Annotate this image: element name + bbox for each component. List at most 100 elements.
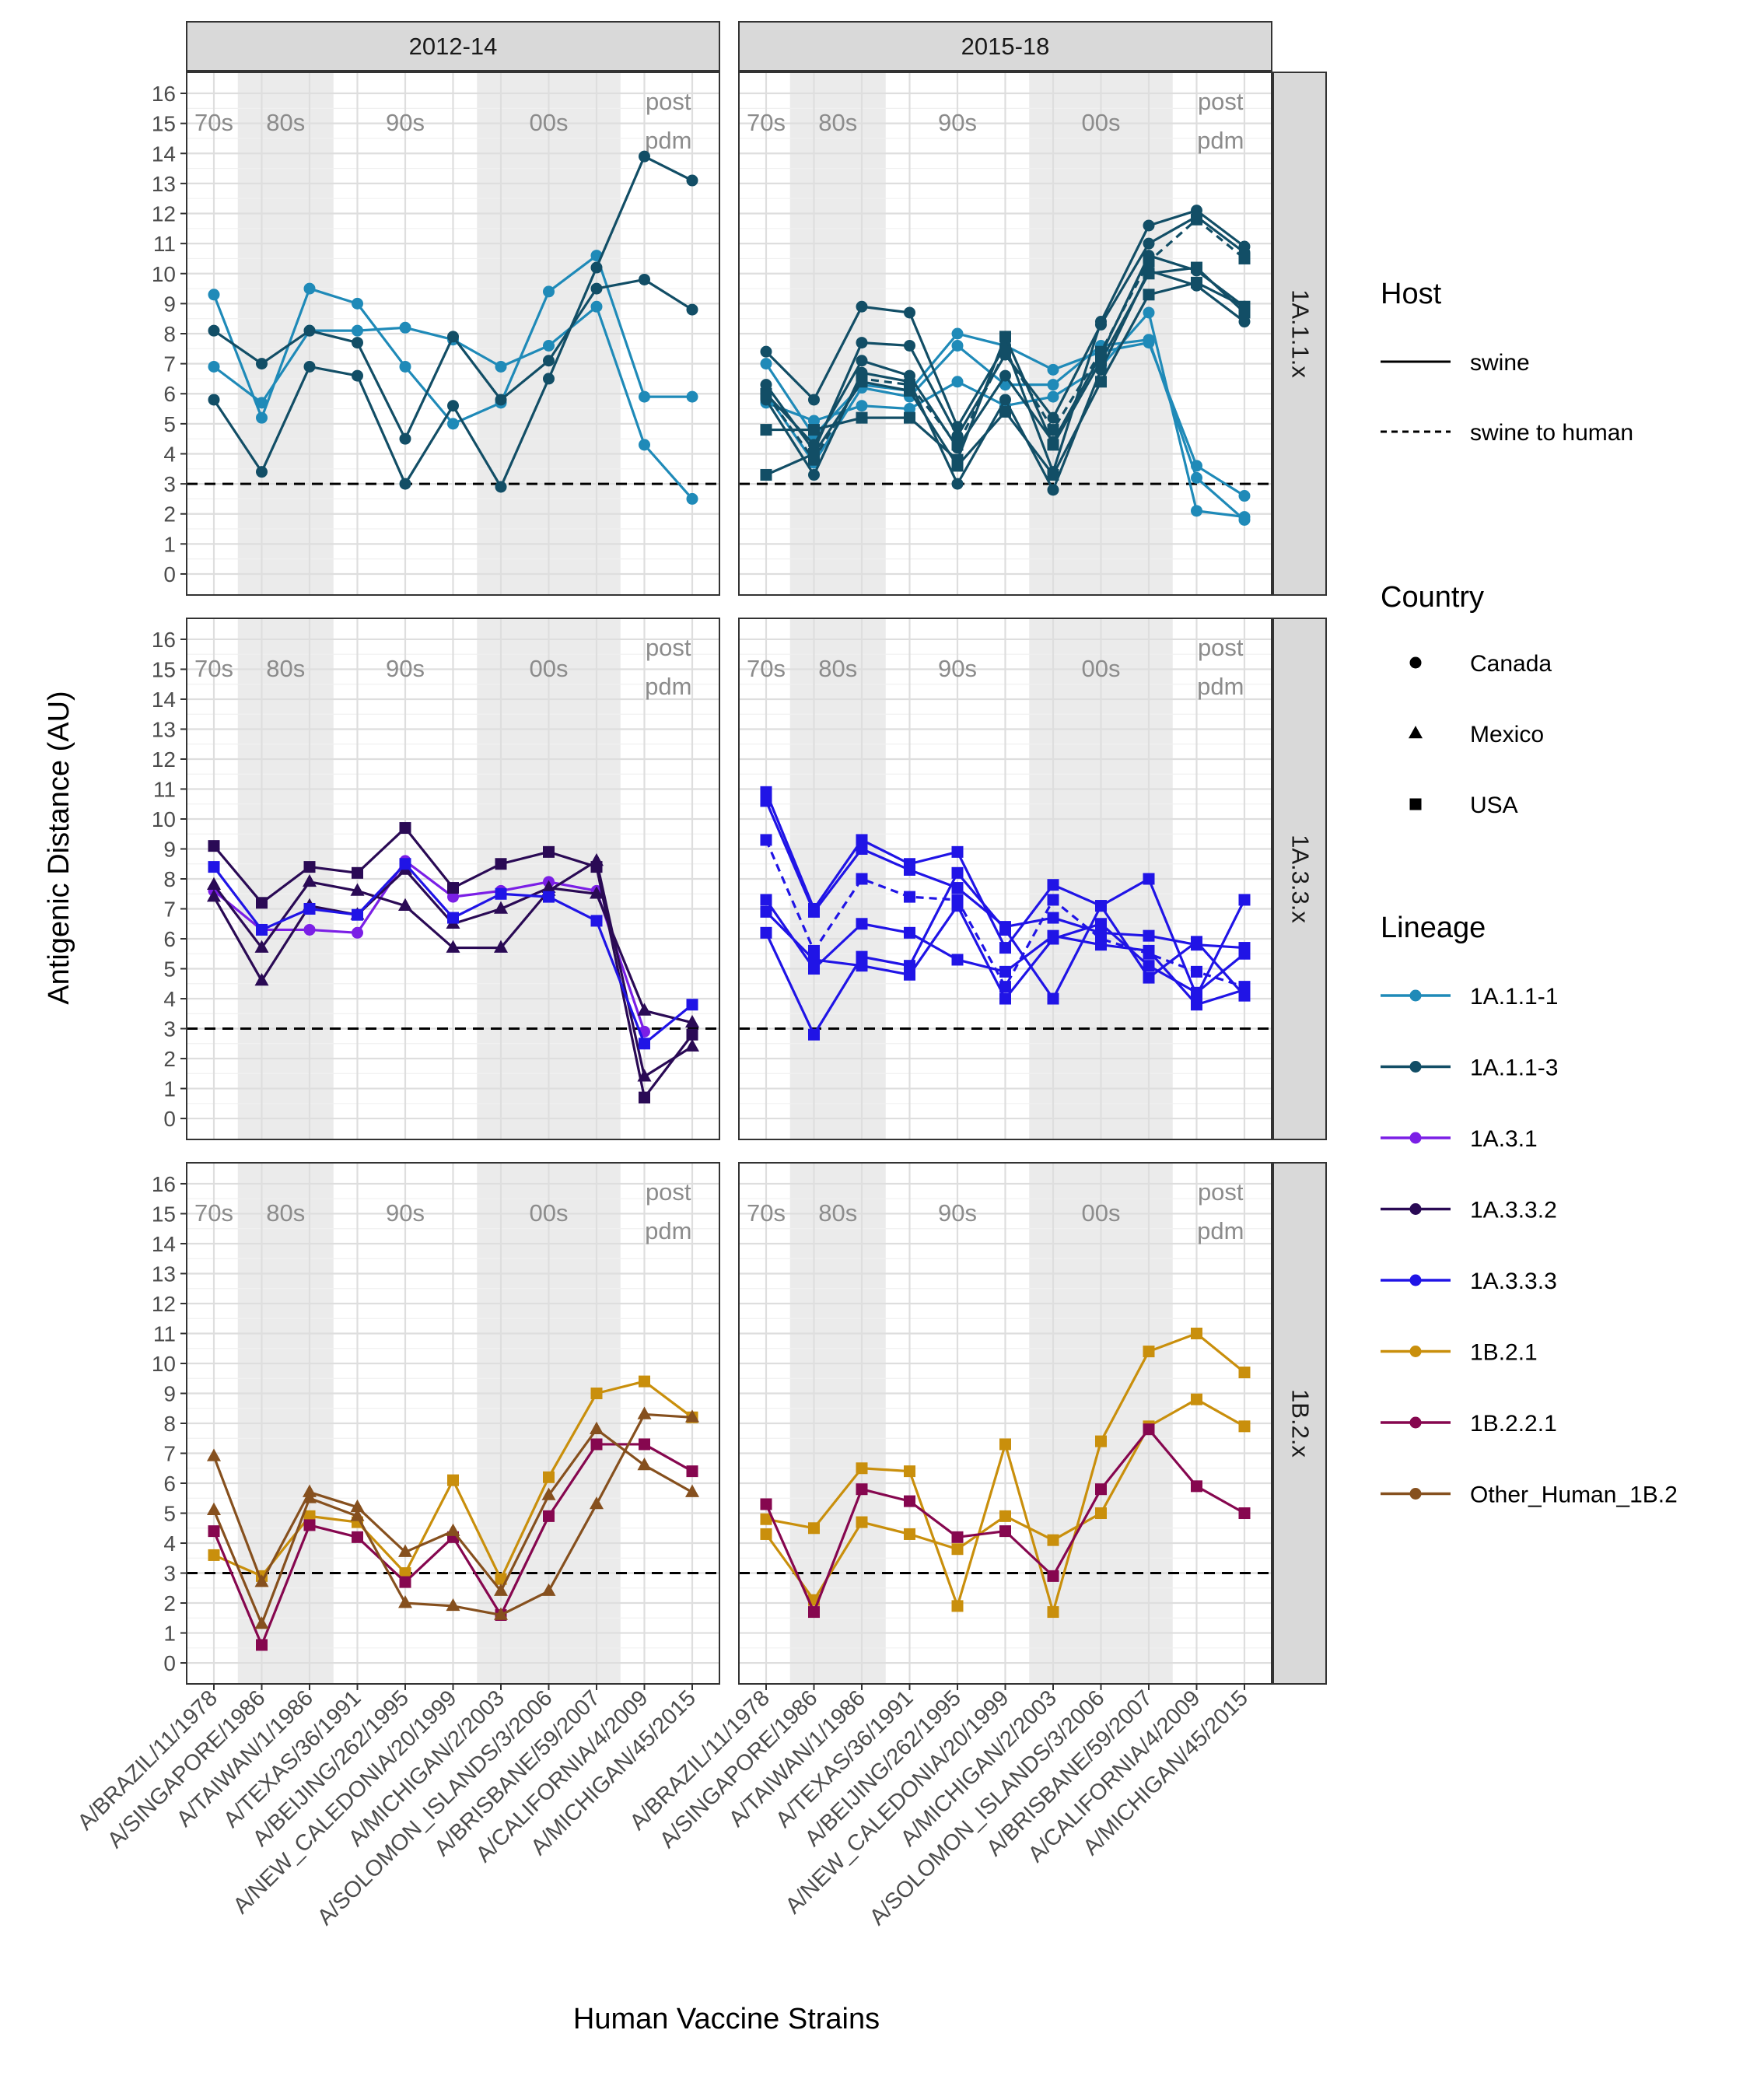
era-label: pdm xyxy=(1197,1217,1244,1244)
data-point xyxy=(303,1510,316,1522)
y-tick-label: 6 xyxy=(163,927,176,951)
data-point xyxy=(808,415,820,427)
legend-label: USA xyxy=(1470,793,1518,818)
data-point xyxy=(543,373,555,385)
era-label: 90s xyxy=(386,1199,425,1227)
data-point xyxy=(543,891,555,903)
data-point xyxy=(685,1014,699,1028)
y-tick-label: 16 xyxy=(152,82,176,106)
data-point xyxy=(1095,345,1107,358)
data-point xyxy=(999,942,1011,954)
legend-label: Canada xyxy=(1470,651,1552,677)
data-point xyxy=(1143,219,1155,232)
panel-series-r0-c0 xyxy=(208,150,698,505)
data-point xyxy=(447,418,459,430)
data-point xyxy=(1238,316,1251,328)
data-point xyxy=(352,369,363,382)
data-point xyxy=(639,439,650,451)
data-point xyxy=(808,1606,820,1619)
data-point xyxy=(686,1465,698,1478)
era-label: post xyxy=(646,1178,691,1206)
data-point xyxy=(1191,276,1202,289)
data-point xyxy=(1191,999,1202,1011)
data-point xyxy=(1191,936,1202,948)
panel-border xyxy=(738,618,1272,1140)
y-tick-label: 12 xyxy=(152,747,176,772)
data-point xyxy=(1047,933,1059,945)
era-label: 00s xyxy=(1082,655,1121,682)
data-point xyxy=(399,360,411,373)
data-point xyxy=(760,387,772,400)
data-point xyxy=(352,926,363,939)
data-point xyxy=(352,866,363,879)
series-line xyxy=(765,839,1245,989)
legend-lineage-point xyxy=(1409,989,1422,1002)
y-tick-label: 11 xyxy=(153,232,176,256)
y-tick-label: 12 xyxy=(152,202,176,226)
data-point xyxy=(639,1375,650,1388)
data-point xyxy=(1238,1507,1251,1520)
data-point xyxy=(639,1438,650,1451)
legend-lineage-point xyxy=(1409,1274,1422,1286)
data-point xyxy=(999,405,1011,418)
y-tick-label: 10 xyxy=(152,807,176,831)
data-point xyxy=(350,1508,365,1521)
legend-label: swine to human xyxy=(1470,420,1633,446)
era-label: 70s xyxy=(747,109,786,136)
data-point xyxy=(904,411,915,424)
data-point xyxy=(951,1600,964,1612)
data-point xyxy=(208,840,220,852)
data-point xyxy=(256,397,268,409)
y-tick-label: 11 xyxy=(153,1321,176,1346)
data-point xyxy=(256,1639,268,1651)
data-point xyxy=(856,411,868,424)
data-point xyxy=(951,1543,964,1556)
data-point xyxy=(760,926,772,939)
data-point xyxy=(352,337,363,349)
data-point xyxy=(760,379,772,391)
data-point xyxy=(207,877,221,891)
data-point xyxy=(1143,873,1155,885)
data-point xyxy=(951,882,964,894)
data-point xyxy=(856,950,868,963)
era-label: 90s xyxy=(386,655,425,682)
y-tick-label: 14 xyxy=(152,1232,176,1256)
era-label: 80s xyxy=(818,1199,857,1227)
data-point xyxy=(1143,289,1155,301)
legend-title: Country xyxy=(1381,581,1484,614)
data-point xyxy=(207,1448,221,1461)
y-tick-label: 1 xyxy=(163,1077,176,1101)
data-point xyxy=(590,1496,604,1510)
data-point xyxy=(1095,939,1107,951)
data-point xyxy=(1047,1534,1059,1546)
data-point xyxy=(446,940,460,953)
data-point xyxy=(904,1495,915,1507)
row-strip xyxy=(1272,1162,1327,1685)
data-point xyxy=(1191,1480,1202,1493)
data-point xyxy=(808,1522,820,1535)
data-point xyxy=(808,944,820,957)
data-point xyxy=(999,345,1011,358)
panel-r1-c0: 70s 80s 90s 00s post pdm xyxy=(187,618,719,1139)
data-point xyxy=(1095,1483,1107,1496)
data-point xyxy=(254,1616,269,1629)
data-point xyxy=(1047,894,1059,906)
column-strip-label: 2012-14 xyxy=(409,33,498,60)
y-tick-label: 3 xyxy=(163,472,176,496)
data-point xyxy=(685,1484,699,1497)
panel-series-r2-c0 xyxy=(207,1375,699,1651)
data-point xyxy=(1143,971,1155,984)
data-point xyxy=(760,469,772,481)
legend-label: 1B.2.2.1 xyxy=(1470,1411,1557,1437)
data-point xyxy=(856,1516,868,1528)
y-tick-label: 8 xyxy=(163,322,176,346)
row-strip-label: 1A.1.1.x xyxy=(1287,289,1314,378)
y-tick-label: 13 xyxy=(152,717,176,741)
data-point xyxy=(303,861,316,873)
data-point xyxy=(399,1576,411,1588)
data-point xyxy=(760,1498,772,1510)
data-point xyxy=(904,306,915,319)
data-point xyxy=(808,424,820,436)
legend-lineage-point xyxy=(1409,1203,1422,1215)
data-point xyxy=(1191,1393,1202,1405)
